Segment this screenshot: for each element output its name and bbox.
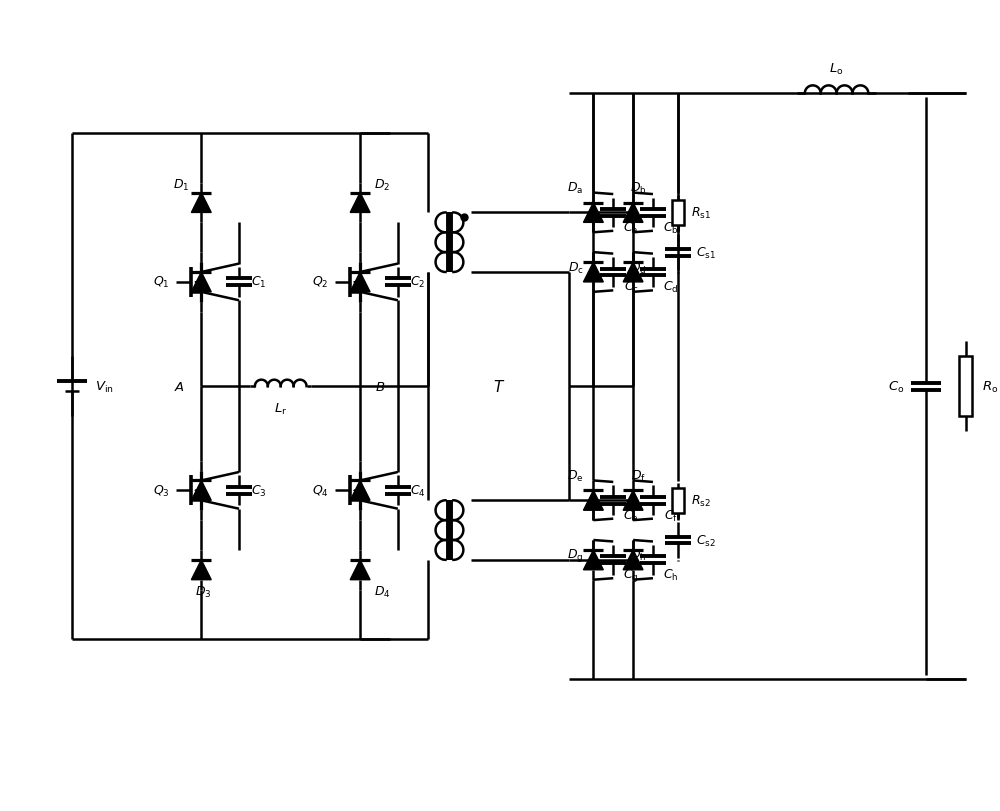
Text: $A$: $A$: [174, 380, 185, 393]
Text: $D_{\rm c}$: $D_{\rm c}$: [568, 260, 583, 275]
Polygon shape: [350, 560, 370, 580]
Text: $C_{\rm e}$: $C_{\rm e}$: [623, 508, 639, 523]
Text: $C_{\rm c}$: $C_{\rm c}$: [624, 280, 639, 295]
Polygon shape: [623, 204, 643, 223]
Bar: [959, 357, 972, 416]
Text: $D_{\rm f}$: $D_{\rm f}$: [631, 468, 646, 483]
Text: $D_{\rm g}$: $D_{\rm g}$: [567, 547, 584, 564]
Text: $C_{\rm s1}$: $C_{\rm s1}$: [696, 245, 716, 260]
Text: $R_{\rm s1}$: $R_{\rm s1}$: [691, 206, 711, 221]
Text: $C_{\rm h}$: $C_{\rm h}$: [663, 568, 679, 582]
Text: $T$: $T$: [493, 379, 505, 395]
Bar: [672, 201, 684, 225]
Text: $C_4$: $C_4$: [410, 483, 426, 498]
Polygon shape: [350, 481, 370, 500]
Polygon shape: [583, 204, 603, 223]
Text: $D_{\rm d}$: $D_{\rm d}$: [630, 260, 646, 275]
Text: $Q_3$: $Q_3$: [153, 483, 170, 498]
Text: $C_{\rm a}$: $C_{\rm a}$: [623, 221, 639, 235]
Bar: [672, 488, 684, 513]
Text: $C_{\rm o}$: $C_{\rm o}$: [888, 379, 904, 394]
Text: $C_{\rm f}$: $C_{\rm f}$: [664, 508, 678, 523]
Polygon shape: [350, 272, 370, 293]
Text: $D_1$: $D_1$: [173, 178, 190, 193]
Text: $Q_4$: $Q_4$: [312, 483, 329, 498]
Text: $L_{\rm o}$: $L_{\rm o}$: [829, 62, 844, 77]
Text: $C_3$: $C_3$: [251, 483, 267, 498]
Text: $D_{\rm a}$: $D_{\rm a}$: [567, 181, 584, 196]
Polygon shape: [350, 193, 370, 213]
Text: $C_2$: $C_2$: [410, 275, 425, 290]
Polygon shape: [623, 550, 643, 570]
Polygon shape: [623, 491, 643, 511]
Polygon shape: [191, 481, 211, 500]
Text: $D_4$: $D_4$: [374, 585, 390, 599]
Text: $D_{\rm h}$: $D_{\rm h}$: [630, 547, 646, 563]
Text: $D_{\rm e}$: $D_{\rm e}$: [567, 468, 584, 483]
Text: $D_3$: $D_3$: [195, 585, 212, 599]
Text: $Q_1$: $Q_1$: [153, 275, 170, 290]
Polygon shape: [191, 193, 211, 213]
Text: $Q_2$: $Q_2$: [312, 275, 329, 290]
Text: $C_{\rm s2}$: $C_{\rm s2}$: [696, 533, 716, 548]
Text: $R_{\rm o}$: $R_{\rm o}$: [982, 379, 999, 394]
Text: $D_2$: $D_2$: [374, 178, 390, 193]
Polygon shape: [191, 272, 211, 293]
Text: $C_1$: $C_1$: [251, 275, 267, 290]
Text: $D_{\rm b}$: $D_{\rm b}$: [630, 181, 646, 196]
Polygon shape: [583, 491, 603, 511]
Text: $V_{\rm in}$: $V_{\rm in}$: [95, 379, 113, 394]
Text: $B$: $B$: [375, 380, 385, 393]
Polygon shape: [583, 550, 603, 570]
Polygon shape: [583, 263, 603, 282]
Text: $L_{\rm r}$: $L_{\rm r}$: [274, 401, 287, 416]
Polygon shape: [191, 560, 211, 580]
Text: $C_{\rm g}$: $C_{\rm g}$: [623, 567, 639, 584]
Text: $C_{\rm b}$: $C_{\rm b}$: [663, 221, 679, 235]
Text: $R_{\rm s2}$: $R_{\rm s2}$: [691, 493, 711, 508]
Polygon shape: [623, 263, 643, 282]
Text: $C_{\rm d}$: $C_{\rm d}$: [663, 280, 679, 295]
